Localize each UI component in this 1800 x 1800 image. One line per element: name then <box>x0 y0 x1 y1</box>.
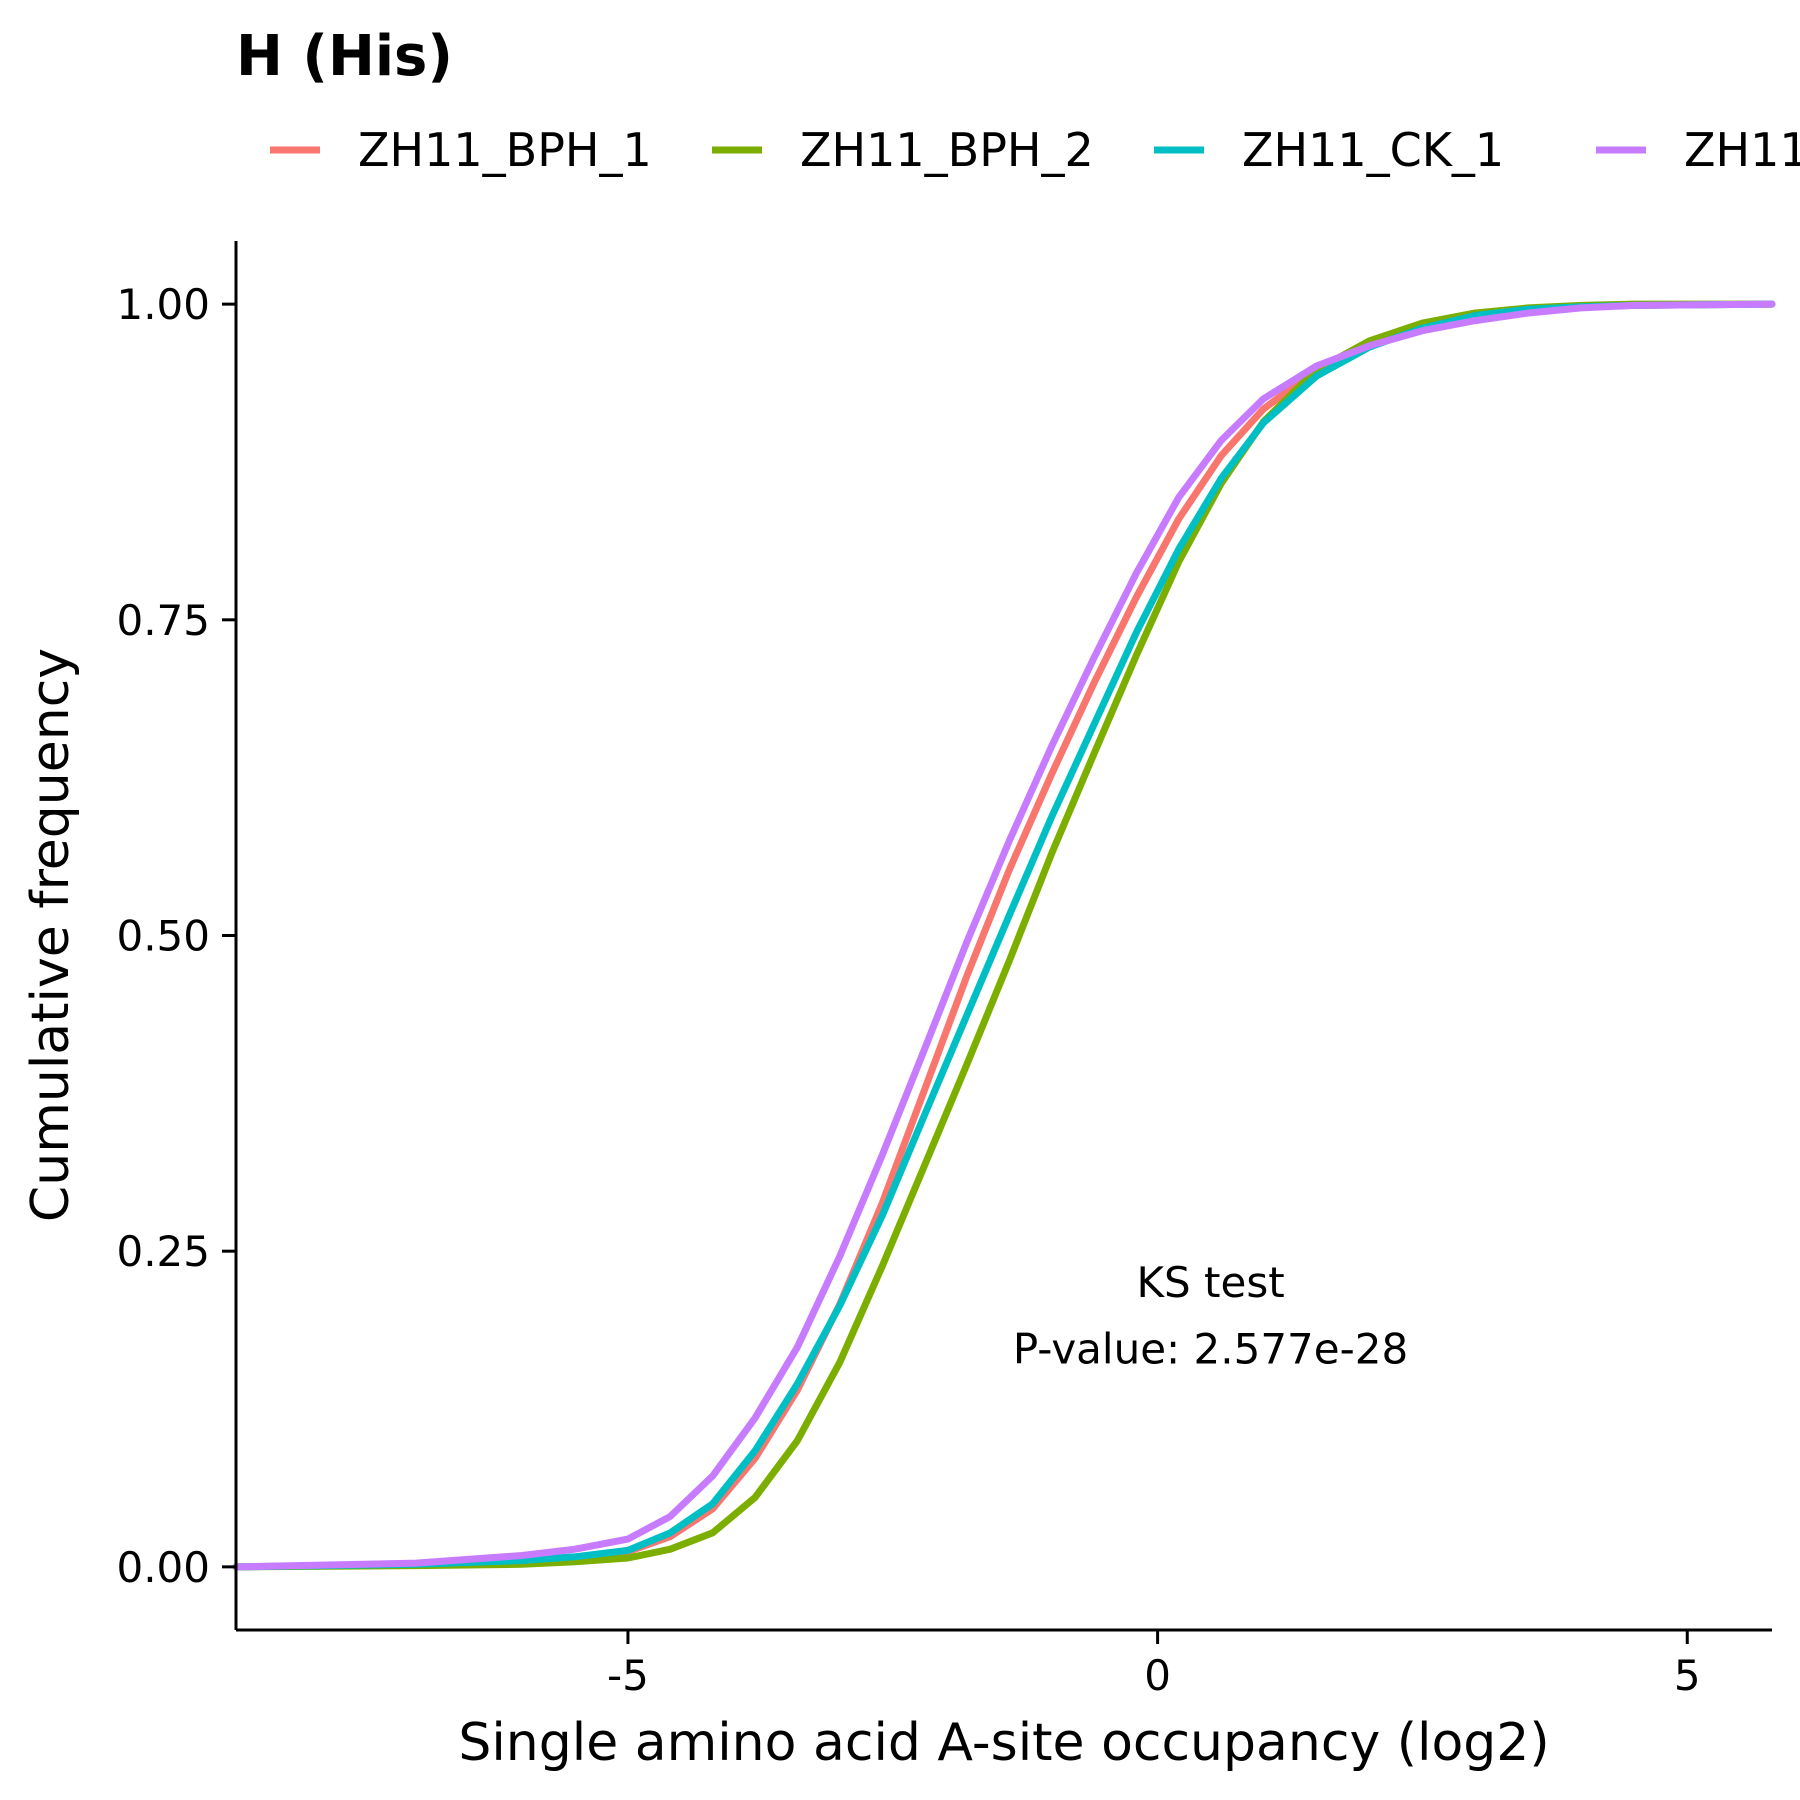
ks-test-annotation: KS test P-value: 2.577e-28 <box>1013 1258 1408 1374</box>
x-tick-label: 5 <box>1674 1651 1701 1700</box>
annotation-line-2: P-value: 2.577e-28 <box>1013 1325 1408 1374</box>
series-line-4 <box>232 300 1776 1571</box>
y-tick-label: 0.50 <box>116 912 210 961</box>
y-tick-label: 0.00 <box>116 1543 210 1592</box>
legend-label-4: ZH11_ <box>1684 123 1800 177</box>
chart-title: H (His) <box>236 24 453 89</box>
y-ticks: 0.00 0.25 0.50 0.75 1.00 <box>116 280 236 1592</box>
series-lines <box>232 300 1776 1571</box>
legend-label-2: ZH11_BPH_2 <box>800 123 1094 177</box>
x-axis-title: Single amino acid A-site occupancy (log2… <box>458 1713 1549 1773</box>
annotation-line-1: KS test <box>1136 1258 1284 1307</box>
x-ticks: -5 0 5 <box>607 1630 1701 1700</box>
legend: ZH11_BPH_1 ZH11_BPH_2 ZH11_CK_1 ZH11_ <box>270 123 1800 177</box>
legend-label-3: ZH11_CK_1 <box>1242 123 1504 177</box>
x-tick-label: 0 <box>1144 1651 1171 1700</box>
series-line-2 <box>232 300 1776 1571</box>
legend-label-1: ZH11_BPH_1 <box>358 123 652 177</box>
y-tick-label: 0.75 <box>116 596 210 645</box>
x-tick-label: -5 <box>607 1651 649 1700</box>
series-line-3 <box>232 300 1776 1571</box>
y-tick-label: 1.00 <box>116 280 210 329</box>
y-tick-label: 0.25 <box>116 1227 210 1276</box>
y-axis-title: Cumulative frequency <box>21 648 81 1222</box>
